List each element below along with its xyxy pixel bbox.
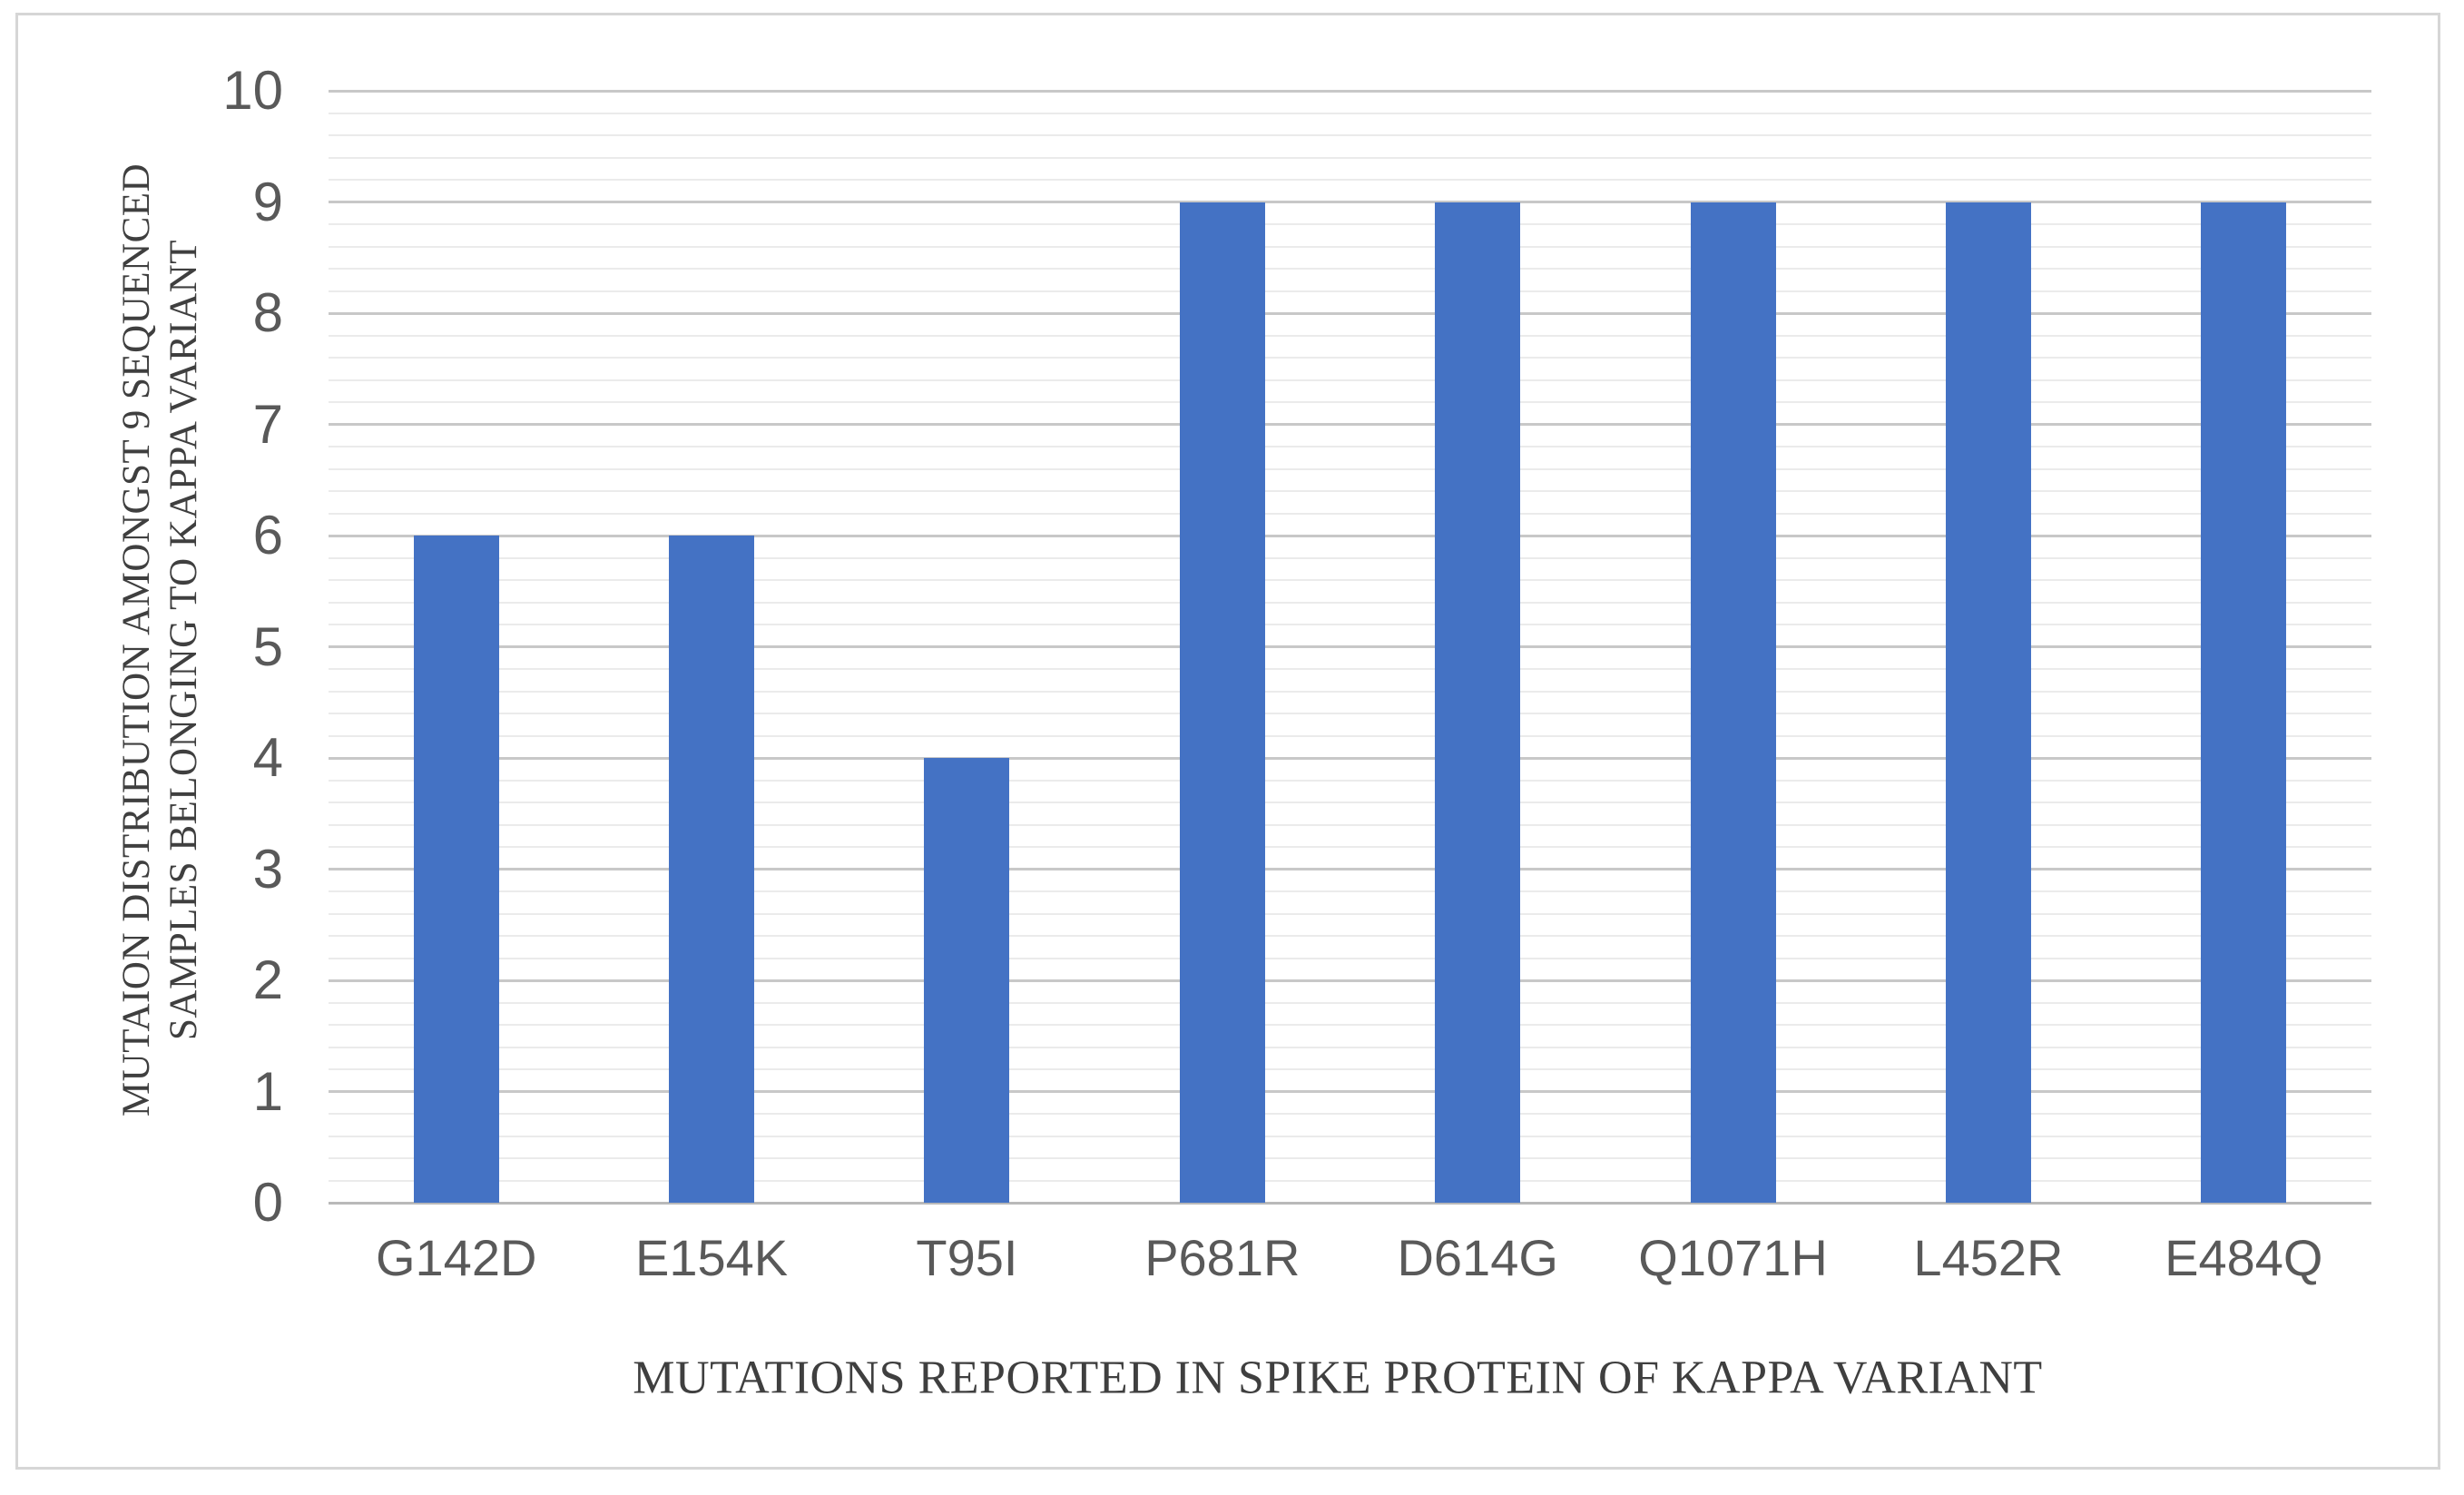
x-axis-line <box>329 1201 2371 1205</box>
gridline-minor <box>329 734 2371 737</box>
gridline-minor <box>329 912 2371 915</box>
bar-D614G <box>1435 202 1521 1203</box>
gridline-minor <box>329 579 2371 581</box>
gridline-minor <box>329 112 2371 114</box>
y-tick-label-0: 0 <box>252 1172 283 1233</box>
gridline-minor <box>329 179 2371 181</box>
x-axis-title: MUTATIONS REPORTED IN SPIKE PROTEIN OF K… <box>633 1352 2043 1404</box>
gridline-minor <box>329 624 2371 625</box>
gridline-minor <box>329 668 2371 670</box>
gridline-minor <box>329 1135 2371 1137</box>
gridline-minor <box>329 823 2371 826</box>
gridline-major <box>329 1090 2371 1093</box>
gridline-major <box>329 89 2371 93</box>
gridline-minor <box>329 556 2371 559</box>
gridline-minor <box>329 1046 2371 1048</box>
gridline-minor <box>329 467 2371 470</box>
gridline-major <box>329 645 2371 648</box>
gridline-major <box>329 979 2371 982</box>
gridline-minor <box>329 490 2371 492</box>
gridline-minor <box>329 890 2371 892</box>
gridline-minor <box>329 802 2371 803</box>
y-tick-label-5: 5 <box>252 615 283 677</box>
gridline-minor <box>329 401 2371 403</box>
gridline-minor <box>329 290 2371 292</box>
plot-area: 0 1 2 3 4 5 6 7 8 9 10 G142D E154K T95I P681R D614G Q107… <box>222 64 2371 1284</box>
gridline-minor <box>329 690 2371 693</box>
gridline-minor <box>329 334 2371 337</box>
gridline-minor <box>329 379 2371 381</box>
bar-P681R <box>1179 202 1265 1203</box>
x-category-label-Q1071H: Q1071H <box>1638 1229 1828 1286</box>
y-tick-label-2: 2 <box>252 949 283 1010</box>
gridline-minor <box>329 1113 2371 1115</box>
gridline-minor <box>329 245 2371 248</box>
x-category-label-T95I: T95I <box>916 1229 1018 1286</box>
x-category-label-P681R: P681R <box>1144 1229 1301 1286</box>
gridline-minor <box>329 1001 2371 1004</box>
gridline-minor <box>329 601 2371 604</box>
bar-L452R <box>1945 202 2031 1203</box>
bar-Q1071H <box>1690 202 1776 1203</box>
bar-T95I <box>924 758 1010 1203</box>
y-tick-label-8: 8 <box>252 282 283 343</box>
x-category-label-D614G: D614G <box>1397 1229 1558 1286</box>
y-tick-label-3: 3 <box>252 838 283 900</box>
gridline-minor <box>329 957 2371 959</box>
gridline-minor <box>329 1157 2371 1159</box>
gridline-minor <box>329 779 2371 782</box>
gridline-minor <box>329 713 2371 714</box>
bar-E154K <box>669 536 755 1203</box>
x-category-label-L452R: L452R <box>1913 1229 2064 1286</box>
y-tick-label-7: 7 <box>252 393 283 455</box>
bar-G142D <box>413 536 499 1203</box>
gridline-minor <box>329 935 2371 937</box>
gridline-minor <box>329 446 2371 448</box>
x-category-label-E484Q: E484Q <box>2165 1229 2323 1286</box>
y-tick-label-1: 1 <box>252 1060 283 1122</box>
gridline-major <box>329 868 2371 870</box>
gridline-major <box>329 201 2371 203</box>
gridline-minor <box>329 357 2371 359</box>
gridline-minor <box>329 1024 2371 1026</box>
bar-E484Q <box>2201 202 2287 1203</box>
gridline-major <box>329 311 2371 315</box>
gridline-major <box>329 423 2371 426</box>
y-tick-label-9: 9 <box>252 171 283 232</box>
gridline-major <box>329 756 2371 760</box>
y-tick-label-4: 4 <box>252 727 283 788</box>
gridline-minor <box>329 223 2371 225</box>
gridline-major <box>329 534 2371 537</box>
y-tick-label-10: 10 <box>222 60 283 121</box>
gridline-minor <box>329 512 2371 515</box>
y-tick-label-6: 6 <box>252 505 283 566</box>
gridline-minor <box>329 1179 2371 1182</box>
gridline-minor <box>329 156 2371 159</box>
x-category-label-G142D: G142D <box>375 1229 537 1286</box>
x-category-label-E154K: E154K <box>634 1229 789 1286</box>
gridline-minor <box>329 268 2371 270</box>
gridline-minor <box>329 134 2371 136</box>
gridline-minor <box>329 846 2371 848</box>
gridline-minor <box>329 1068 2371 1070</box>
